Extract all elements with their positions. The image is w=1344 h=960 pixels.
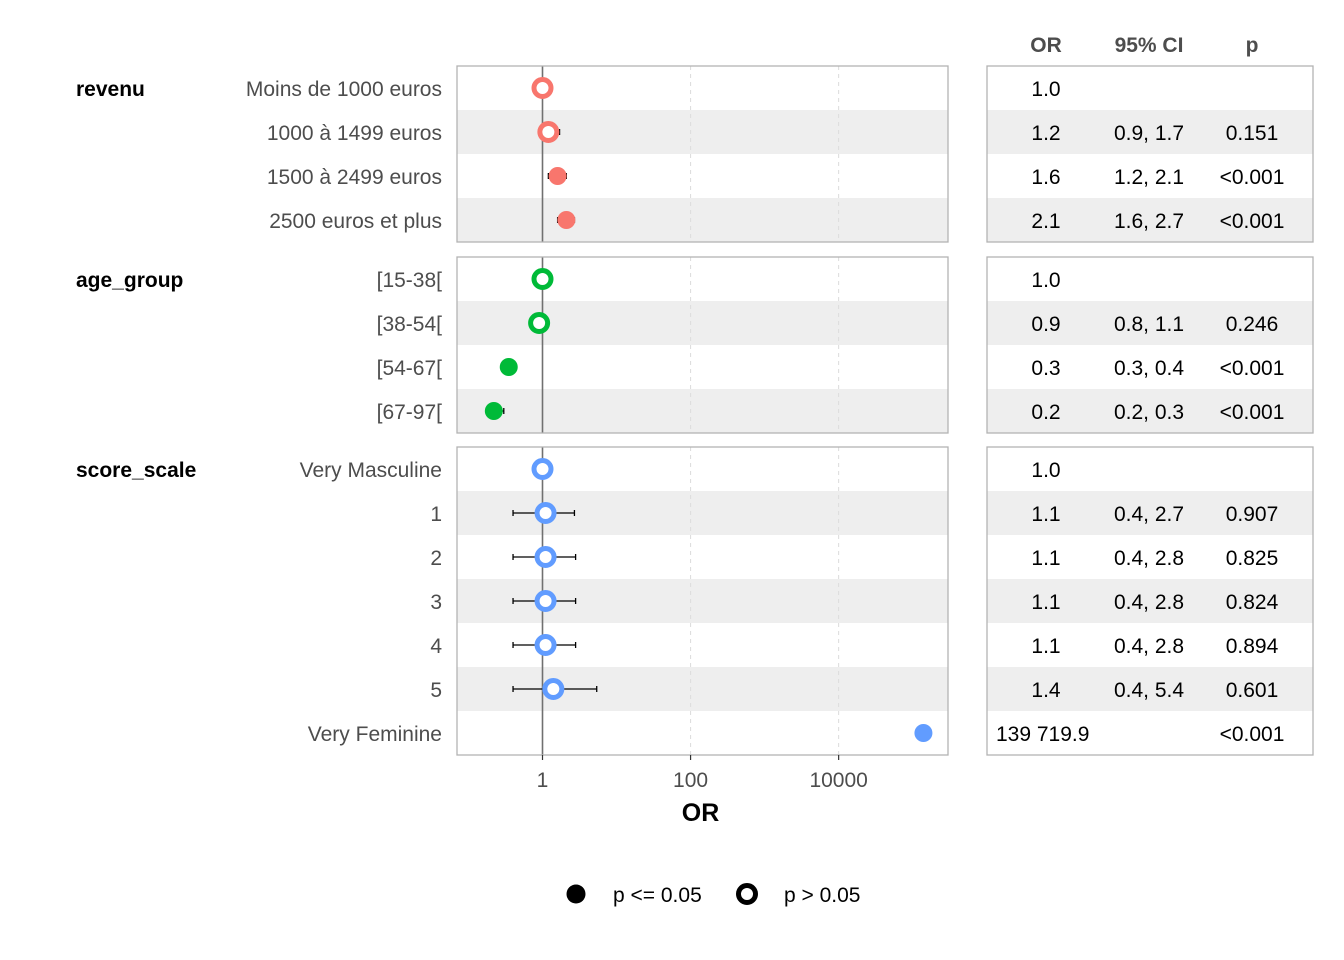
plot-panel-border [456,65,949,243]
legend-key-open [736,883,758,905]
term-label: score_scale [76,459,196,482]
table-cell-ci: 0.4, 5.4 [1114,679,1184,702]
table-cell-or: 1.1 [1031,635,1060,658]
table-cell-or: 0.3 [1031,357,1060,380]
plot-panel-border [456,446,949,756]
level-label: 5 [430,679,442,702]
table-cell-ci: 1.2, 2.1 [1114,166,1184,189]
table-row-stripe [987,579,1313,623]
or-point-open [534,502,557,524]
x-tick-label: 10000 [809,769,867,792]
table-cell-or: 0.9 [1031,313,1060,336]
or-point-open [534,634,557,656]
table-cell-or: 0.2 [1031,401,1060,424]
table-cell-or: 1.6 [1031,166,1060,189]
table-cell-or: 1.0 [1031,459,1060,482]
table-cell-ci: 0.4, 2.7 [1114,503,1184,526]
table-cell-ci: 0.3, 0.4 [1114,357,1184,380]
table-cell-p: <0.001 [1220,166,1285,189]
table-cell-or: 1.4 [1031,679,1061,702]
level-label: 4 [430,635,442,658]
or-point-filled [914,724,933,742]
table-panel-border [986,65,1314,243]
table-row-stripe [987,667,1313,711]
row-stripe [457,198,948,242]
or-point-filled [548,167,567,185]
table-panel-border [986,256,1314,434]
table-cell-or: 1.1 [1031,547,1060,570]
or-point-open [542,678,565,700]
plot-panel-border [456,256,949,434]
legend-label: p > 0.05 [784,884,860,907]
table-cell-ci: 0.4, 2.8 [1114,635,1184,658]
table-cell-or: 139 719.9 [996,723,1089,746]
legend-key-filled [566,884,586,904]
table-cell-p: 0.824 [1226,591,1279,614]
table-cell-p: <0.001 [1220,401,1285,424]
table-cell-p: 0.601 [1226,679,1279,702]
table-cell-p: <0.001 [1220,210,1285,233]
level-label: 1000 à 1499 euros [267,122,442,145]
level-label: [67-97[ [377,401,443,424]
level-label: [54-67[ [377,357,443,380]
term-label: revenu [76,78,145,101]
level-label: 1500 à 2499 euros [267,166,442,189]
table-cell-or: 1.0 [1031,78,1060,101]
table-cell-ci: 0.9, 1.7 [1114,122,1184,145]
table-cell-ci: 0.2, 0.3 [1114,401,1184,424]
table-cell-or: 2.1 [1031,210,1060,233]
table-cell-ci: 0.4, 2.8 [1114,547,1184,570]
table-row-stripe [987,491,1313,535]
table-header-p: p [1246,34,1259,57]
or-point-filled [484,402,503,420]
level-label: [38-54[ [377,313,443,336]
table-header-ci: 95% CI [1115,34,1184,57]
table-panel-border [986,446,1314,756]
level-label: 2 [430,547,442,570]
level-label: 2500 euros et plus [269,210,442,233]
table-cell-p: 0.825 [1226,547,1279,570]
table-cell-p: 0.907 [1226,503,1279,526]
level-label: Very Masculine [300,459,442,482]
or-point-open [534,590,557,612]
or-point-open [528,312,551,334]
row-stripe [457,110,948,154]
or-point-filled [499,358,518,376]
level-label: 1 [430,503,442,526]
or-point-open [534,546,557,568]
table-cell-p: 0.894 [1226,635,1279,658]
table-cell-ci: 0.4, 2.8 [1114,591,1184,614]
table-cell-p: 0.246 [1226,313,1279,336]
table-cell-or: 1.0 [1031,269,1060,292]
x-tick-label: 1 [537,769,549,792]
row-stripe [457,389,948,433]
or-point-open [537,121,560,143]
table-cell-p: 0.151 [1226,122,1279,145]
table-cell-p: <0.001 [1220,357,1285,380]
table-cell-ci: 0.8, 1.1 [1114,313,1184,336]
table-row-stripe [987,198,1313,242]
level-label: Very Feminine [308,723,442,746]
table-cell-p: <0.001 [1220,723,1285,746]
level-label: Moins de 1000 euros [246,78,442,101]
table-row-stripe [987,110,1313,154]
level-label: [15-38[ [377,269,443,292]
table-row-stripe [987,389,1313,433]
table-cell-or: 1.1 [1031,591,1060,614]
level-label: 3 [430,591,442,614]
table-row-stripe [987,301,1313,345]
table-header-or: OR [1030,34,1062,57]
or-point-open [531,77,554,99]
legend-label: p <= 0.05 [613,884,702,907]
x-tick-label: 100 [673,769,708,792]
x-axis-title: OR [682,799,720,827]
or-point-open [531,458,554,480]
table-cell-or: 1.2 [1031,122,1060,145]
table-cell-or: 1.1 [1031,503,1060,526]
or-point-filled [557,211,576,229]
table-cell-ci: 1.6, 2.7 [1114,210,1184,233]
term-label: age_group [76,269,183,292]
or-point-open [531,268,554,290]
